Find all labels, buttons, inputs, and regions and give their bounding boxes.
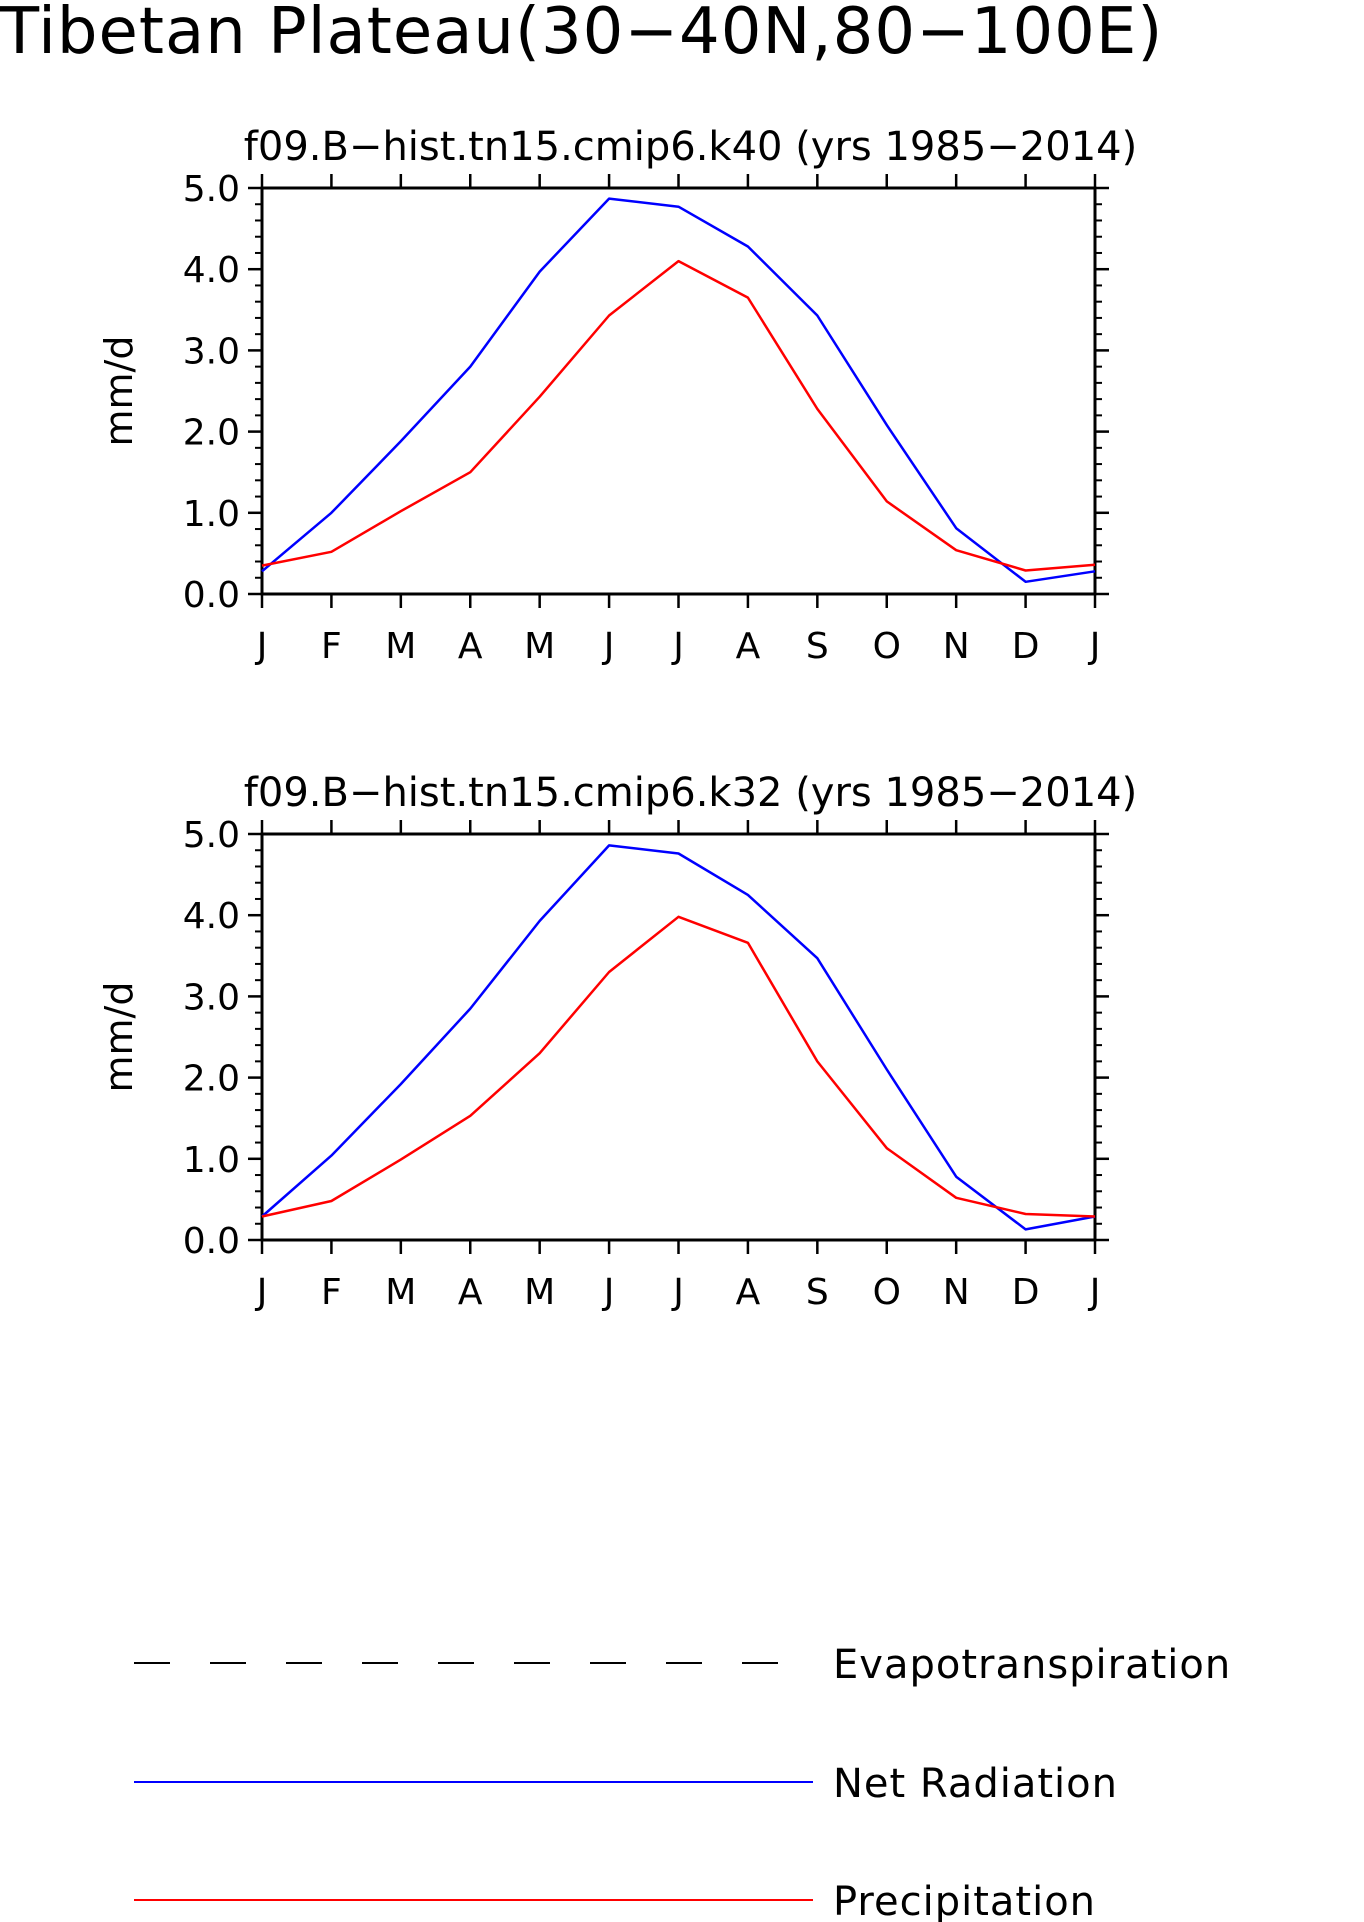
series-line-precipitation: [261, 259, 1096, 572]
chart-title: f09.B−hist.tn15.cmip6.k32 (yrs 1985−2014…: [244, 770, 1137, 816]
x-tick-label: J: [602, 626, 615, 667]
y-tick-label: 4.0: [183, 896, 240, 937]
x-tick-label: J: [671, 626, 684, 667]
chart-panel-1: J F M A M J J A S O N D J0.01.02.03.04.05.0f09.B−his…: [97, 124, 1137, 667]
y-tick-label: 2.0: [183, 413, 240, 454]
series-line-net-radiation: [261, 197, 1096, 584]
y-tick-label: 0.0: [183, 575, 240, 616]
legend-label: Net Radiation: [833, 1761, 1118, 1807]
legend-label: Evapotranspiration: [833, 1642, 1231, 1688]
x-tick-label: J: [255, 626, 268, 667]
y-tick-label: 4.0: [183, 250, 240, 291]
x-tick-label: J: [1088, 1272, 1101, 1313]
x-tick-label: M: [385, 626, 416, 667]
x-tick-label: J: [671, 1272, 684, 1313]
chart-panel-2: J F M A M J J A S O N D J0.01.02.03.04.05.0f09.B−his…: [97, 770, 1137, 1313]
x-tick-label: D: [1012, 1272, 1040, 1313]
x-tick-label: J: [1088, 626, 1101, 667]
y-tick-label: 5.0: [183, 169, 240, 210]
legend: Evapotranspiration Net Radiation Precipita…: [134, 1642, 1231, 1922]
series-line-precipitation: [261, 915, 1096, 1218]
x-tick-label: J: [602, 1272, 615, 1313]
y-axis-label: mm/d: [97, 982, 141, 1093]
x-tick-label: M: [524, 626, 555, 667]
page-title: Tibetan Plateau(30−40N,80−100E): [0, 0, 1164, 69]
x-tick-label: F: [321, 626, 342, 667]
x-tick-label: A: [736, 626, 761, 667]
chart-title: f09.B−hist.tn15.cmip6.k40 (yrs 1985−2014…: [244, 124, 1137, 170]
x-tick-label: A: [458, 1272, 483, 1313]
x-tick-label: N: [943, 626, 970, 667]
y-tick-label: 3.0: [183, 977, 240, 1018]
x-tick-label: J: [255, 1272, 268, 1313]
x-tick-label: S: [806, 626, 829, 667]
y-tick-label: 2.0: [183, 1059, 240, 1100]
series-line-net-radiation: [261, 844, 1096, 1231]
legend-label: Precipitation: [833, 1879, 1096, 1922]
x-tick-label: S: [806, 1272, 829, 1313]
x-tick-label: A: [458, 626, 483, 667]
y-tick-label: 3.0: [183, 331, 240, 372]
y-axis-label: mm/d: [97, 336, 141, 447]
y-tick-label: 0.0: [183, 1221, 240, 1262]
x-tick-label: N: [943, 1272, 970, 1313]
y-tick-label: 1.0: [183, 1140, 240, 1181]
x-tick-label: M: [385, 1272, 416, 1313]
x-tick-label: M: [524, 1272, 555, 1313]
plot-frame: [260, 186, 1097, 596]
y-tick-label: 5.0: [183, 815, 240, 856]
x-tick-label: A: [736, 1272, 761, 1313]
x-tick-label: D: [1012, 626, 1040, 667]
plot-frame: [260, 832, 1097, 1242]
y-tick-label: 1.0: [183, 494, 240, 535]
x-tick-label: F: [321, 1272, 342, 1313]
x-tick-label: O: [873, 1272, 901, 1313]
x-tick-label: O: [873, 626, 901, 667]
